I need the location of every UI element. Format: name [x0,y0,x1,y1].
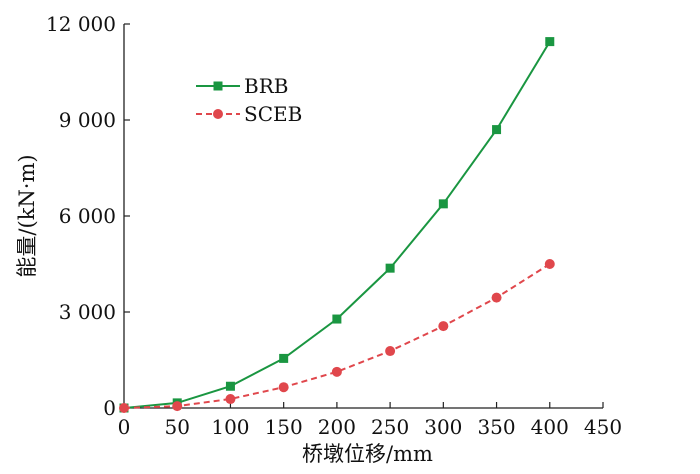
x-tick-label: 100 [211,415,249,439]
data-point-brb [225,381,235,391]
x-tick-label: 300 [424,415,462,439]
x-tick-label: 250 [371,415,409,439]
data-point-sceb [438,321,449,332]
series-layer [119,37,555,413]
y-tick-label: 3 000 [59,300,116,324]
data-point-sceb [491,292,502,303]
x-tick-label: 350 [477,415,515,439]
y-tick-label: 6 000 [59,204,116,228]
x-tick-label: 0 [118,415,131,439]
series-line-sceb [123,263,551,409]
y-tick-label: 12 000 [46,12,116,36]
x-axis-title: 桥墩位移/mm [302,442,433,466]
series-line-brb [123,41,551,409]
axes: 0 50 100 150 200 250 300 350 400 450 0 3 000 6 000 9 … [46,12,622,439]
legend-marker-brb [213,81,223,91]
legend-label-sceb: SCEB [244,102,302,126]
x-tick-label: 50 [164,415,189,439]
data-point-brb [279,353,289,363]
data-point-brb [545,37,555,47]
data-point-sceb [385,346,396,357]
legend: BRB SCEB [196,74,302,126]
y-tick-label: 9 000 [59,108,116,132]
data-point-sceb [331,366,342,377]
data-point-sceb [278,382,289,393]
legend-label-brb: BRB [244,74,288,98]
data-point-sceb [225,394,236,405]
data-point-sceb [544,259,555,269]
data-point-sceb [172,401,183,412]
x-tick-label: 450 [584,415,622,439]
x-tick-label: 200 [318,415,356,439]
x-tick-label: 400 [531,415,569,439]
data-point-brb [438,199,448,209]
legend-marker-sceb [213,109,223,119]
data-point-brb [385,263,395,273]
y-axis-title: 能量/(kN·m) [15,154,39,277]
data-point-brb [492,125,502,135]
y-tick-label: 0 [103,396,116,420]
data-point-sceb [119,403,129,413]
x-tick-label: 150 [265,415,303,439]
data-point-brb [332,314,342,324]
